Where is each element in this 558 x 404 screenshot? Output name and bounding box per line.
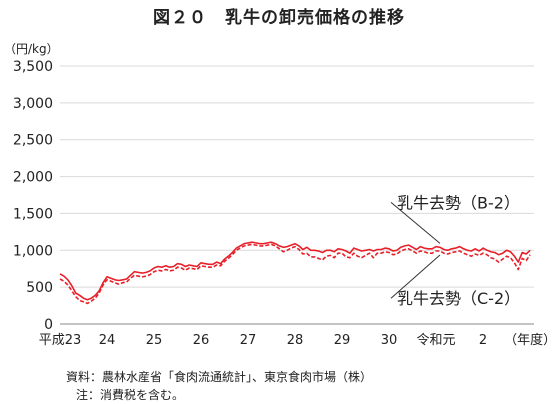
x-tick-label: 28 — [287, 333, 304, 348]
y-tick-label: 1,500 — [13, 206, 53, 222]
y-axis-unit-label: （円/kg） — [4, 42, 59, 56]
y-tick-label: 3,500 — [13, 59, 53, 75]
series-label-2: 乳牛去勢（C-2） — [397, 289, 520, 308]
annotation-leader-1 — [390, 201, 441, 244]
source-note: 資料：農林水産省「食肉流通統計」、東京食肉市場（株） — [66, 368, 372, 385]
x-tick-label: 25 — [146, 333, 163, 348]
x-tick-label: 27 — [240, 333, 257, 348]
y-tick-label: 3,000 — [13, 96, 53, 112]
note-text: 消費税を含む。 — [100, 388, 185, 402]
x-tick-label: 24 — [99, 333, 116, 348]
series-line-1 — [59, 241, 531, 301]
y-tick-label: 500 — [26, 280, 53, 296]
x-tick-label: （年度） — [504, 332, 556, 348]
x-tick-label: 29 — [334, 333, 351, 348]
y-tick-label: 1,000 — [13, 243, 53, 259]
note-prefix: 注： — [76, 388, 101, 402]
series-label-1: 乳牛去勢（B-2） — [397, 193, 520, 212]
source-text: 農林水産省「食肉流通統計」、東京食肉市場（株） — [102, 370, 373, 384]
chart-title: 図２０ 乳牛の卸売価格の推移 — [153, 8, 405, 28]
series-line-2 — [59, 243, 531, 305]
x-tick-label: 令和元 — [417, 333, 456, 348]
y-tick-label: 2,500 — [13, 133, 53, 149]
annotation-leader-2 — [390, 254, 441, 299]
footnote: 注：消費税を含む。 — [76, 386, 184, 403]
y-tick-label: 2,000 — [13, 170, 53, 186]
y-tick-label: 0 — [44, 317, 53, 333]
x-tick-label: 2 — [479, 333, 487, 348]
x-tick-label: 平成23 — [39, 333, 82, 348]
x-tick-label: 30 — [381, 333, 398, 348]
source-prefix: 資料： — [66, 370, 103, 384]
x-tick-label: 26 — [193, 333, 210, 348]
